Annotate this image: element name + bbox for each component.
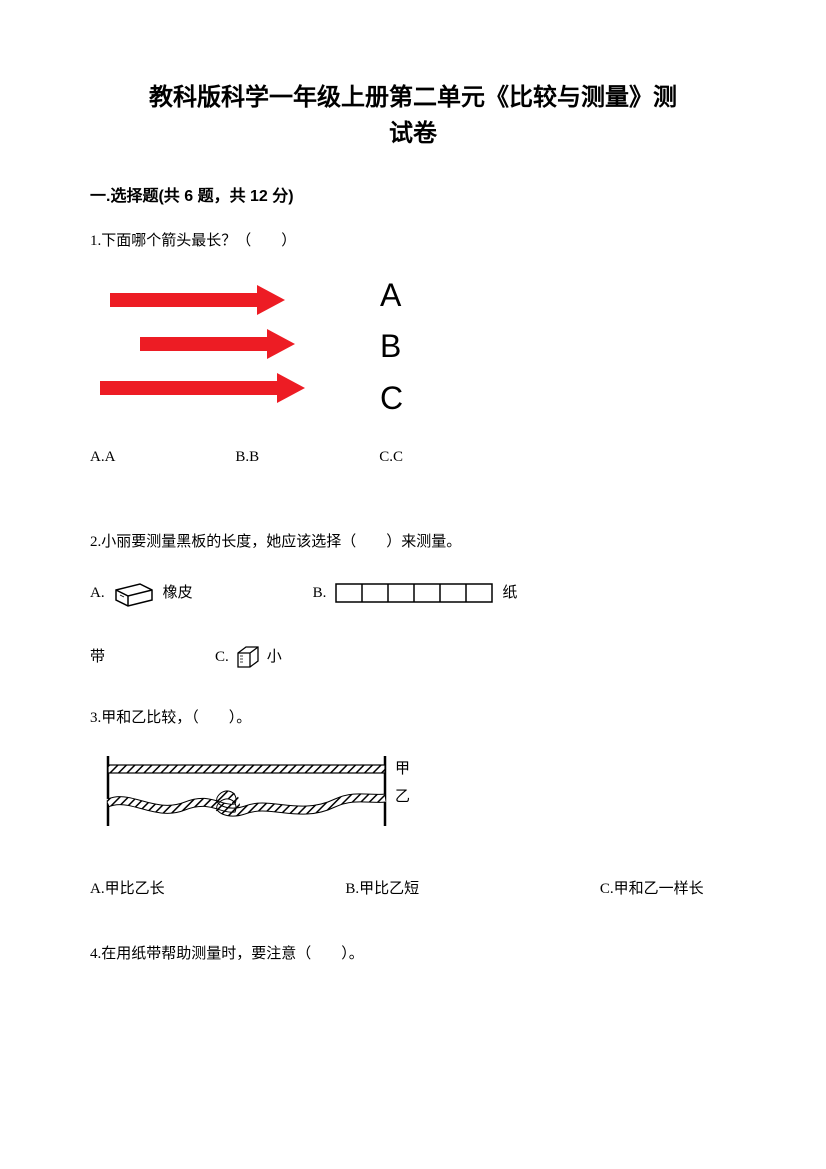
q1-option-a: A.A <box>90 442 115 472</box>
q3-options: A.甲比乙长 B.甲比乙短 C.甲和乙一样长 <box>90 874 704 904</box>
q2-optA-suffix: 橡皮 <box>163 572 193 614</box>
q2-optB-prefix: B. <box>313 572 327 614</box>
arrow-label-b: B <box>380 327 403 365</box>
question-3: 3.甲和乙比较，（ ）。 甲 乙 A.甲比乙长 <box>90 703 736 904</box>
q4-text: 4.在用纸带帮助测量时，要注意（ ）。 <box>90 939 736 969</box>
rope-diagram: 甲 乙 <box>100 748 420 838</box>
q2-optC-prefix: C. <box>215 636 229 678</box>
q3-figure: 甲 乙 <box>100 748 736 849</box>
rope-label-top: 甲 <box>395 761 410 777</box>
q3-option-a: A.甲比乙长 <box>90 874 165 904</box>
q1-option-c: C.C <box>379 442 403 472</box>
exam-title: 教科版科学一年级上册第二单元《比较与测量》测 试卷 <box>90 80 736 152</box>
arrow-label-c: C <box>380 379 403 417</box>
title-line-2: 试卷 <box>90 116 736 152</box>
q2-options: A. 橡皮 B. 纸 带 C. 小 <box>90 572 736 678</box>
q3-option-c: C.甲和乙一样长 <box>600 874 704 904</box>
q2-optB-suffix: 纸 <box>502 572 517 614</box>
arrow-labels: A B C <box>380 276 403 417</box>
question-4: 4.在用纸带帮助测量时，要注意（ ）。 <box>90 939 736 969</box>
q1-option-b: B.B <box>235 442 259 472</box>
question-1: 1.下面哪个箭头最长？（ ） A B C A.A B.B C.C <box>90 226 736 472</box>
q1-options: A.A B.B C.C <box>90 442 736 472</box>
arrow-label-a: A <box>380 276 403 314</box>
q2-text: 2.小丽要测量黑板的长度，她应该选择（ ）来测量。 <box>90 527 736 557</box>
q1-text: 1.下面哪个箭头最长？（ ） <box>90 226 736 256</box>
q2-optC-suffix: 小 <box>267 636 282 678</box>
q2-line2-prefix: 带 <box>90 636 105 678</box>
arrows-diagram <box>100 282 320 412</box>
paper-tape-icon <box>334 579 494 607</box>
q3-option-b: B.甲比乙短 <box>345 874 419 904</box>
q1-figure: A B C <box>100 276 736 417</box>
cube-icon <box>234 643 262 671</box>
rope-label-bottom: 乙 <box>395 789 410 805</box>
section-1-header: 一.选择题(共 6 题，共 12 分) <box>90 182 736 206</box>
q3-text: 3.甲和乙比较，（ ）。 <box>90 703 736 733</box>
title-line-1: 教科版科学一年级上册第二单元《比较与测量》测 <box>90 80 736 116</box>
eraser-icon <box>110 578 158 608</box>
question-2: 2.小丽要测量黑板的长度，她应该选择（ ）来测量。 A. 橡皮 B. 纸 带 C… <box>90 527 736 678</box>
q2-optA-prefix: A. <box>90 572 105 614</box>
